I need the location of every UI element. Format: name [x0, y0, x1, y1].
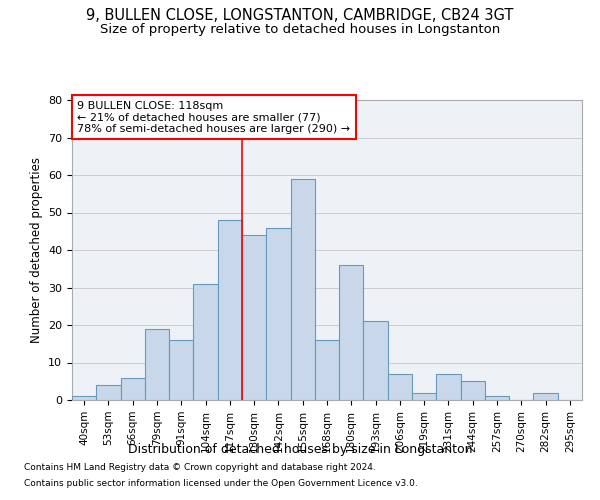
- Bar: [169, 340, 193, 400]
- Bar: [461, 381, 485, 400]
- Text: Contains public sector information licensed under the Open Government Licence v3: Contains public sector information licen…: [24, 478, 418, 488]
- Bar: [121, 378, 145, 400]
- Bar: [218, 220, 242, 400]
- Y-axis label: Number of detached properties: Number of detached properties: [29, 157, 43, 343]
- Bar: [339, 265, 364, 400]
- Text: 9 BULLEN CLOSE: 118sqm
← 21% of detached houses are smaller (77)
78% of semi-det: 9 BULLEN CLOSE: 118sqm ← 21% of detached…: [77, 100, 350, 134]
- Bar: [315, 340, 339, 400]
- Bar: [242, 235, 266, 400]
- Text: Distribution of detached houses by size in Longstanton: Distribution of detached houses by size …: [128, 442, 472, 456]
- Text: Contains HM Land Registry data © Crown copyright and database right 2024.: Contains HM Land Registry data © Crown c…: [24, 464, 376, 472]
- Bar: [388, 374, 412, 400]
- Bar: [145, 329, 169, 400]
- Bar: [72, 396, 96, 400]
- Bar: [266, 228, 290, 400]
- Text: Size of property relative to detached houses in Longstanton: Size of property relative to detached ho…: [100, 22, 500, 36]
- Bar: [436, 374, 461, 400]
- Bar: [290, 179, 315, 400]
- Bar: [533, 392, 558, 400]
- Bar: [193, 284, 218, 400]
- Bar: [96, 385, 121, 400]
- Bar: [412, 392, 436, 400]
- Bar: [485, 396, 509, 400]
- Bar: [364, 322, 388, 400]
- Text: 9, BULLEN CLOSE, LONGSTANTON, CAMBRIDGE, CB24 3GT: 9, BULLEN CLOSE, LONGSTANTON, CAMBRIDGE,…: [86, 8, 514, 22]
